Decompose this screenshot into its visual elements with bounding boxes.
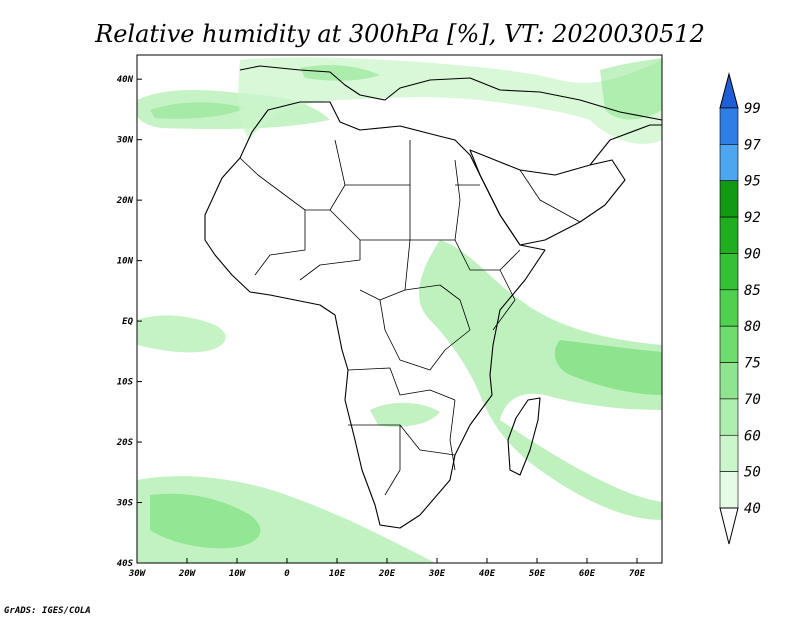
africa-coastline	[204, 101, 546, 529]
border-namibia-botswana	[348, 424, 456, 456]
colorbar-top-arrow	[719, 72, 739, 109]
humidity-core-northeast	[600, 58, 662, 120]
map-panel: 40N 30N 20N 10N EQ 10S 20S 30S 40S 30W 20W 10W 0 10E…	[116, 54, 663, 579]
lon-tick-label: 10E	[329, 569, 346, 579]
border-niger	[299, 209, 361, 281]
lon-tick-label: 20E	[378, 569, 396, 579]
colorbar-label: 75	[744, 356, 761, 372]
humidity-core-east	[554, 340, 662, 395]
persian-coastline	[589, 124, 662, 166]
map-title: Relative humidity at 300hPa [%], VT: 202…	[94, 20, 705, 48]
colorbar-segment	[719, 362, 739, 400]
lat-tick-label: 20N	[116, 196, 134, 206]
lon-tick-label: 20W	[178, 569, 197, 579]
border-somalia-kenya	[492, 269, 516, 331]
arabian-peninsula-coastline	[469, 149, 626, 246]
colorbar-label: 60	[744, 428, 761, 444]
colorbar-segment	[719, 144, 739, 182]
border-car-south-sudan	[404, 284, 471, 331]
colorbar-segment	[719, 180, 739, 218]
border-sahara-west	[239, 139, 346, 211]
border-ethiopia	[454, 239, 521, 271]
lon-tick-label: 60E	[579, 569, 596, 579]
border-congo-basin	[379, 299, 471, 371]
colorbar-label: 85	[744, 283, 761, 299]
humidity-core-northwest	[150, 102, 245, 119]
lon-tick-label: 70E	[629, 569, 646, 579]
border-mozambique	[449, 399, 456, 471]
lon-tick-label: 30E	[428, 569, 446, 579]
lat-tick-label: EQ	[122, 317, 133, 327]
lat-tick-label: 30N	[116, 136, 134, 146]
lon-tick-label: 0	[284, 569, 290, 579]
lat-tick-label: 10N	[117, 257, 134, 267]
colorbar: 99 97 95 92 90 85 80 75 70 60 50 40	[719, 72, 761, 545]
map-frame	[136, 54, 663, 564]
humidity-core-southwest	[150, 493, 261, 549]
colorbar-label: 50	[744, 465, 761, 481]
lat-tick-label: 20S	[116, 438, 134, 448]
madagascar-coastline	[507, 397, 541, 476]
lat-tick-label: 30S	[116, 499, 134, 509]
colorbar-label: 97	[744, 137, 761, 153]
colorbar-bottom-arrow	[719, 507, 739, 545]
colorbar-segment	[719, 107, 739, 145]
colorbar-label: 40	[744, 501, 761, 517]
border-angola-zambia	[347, 367, 456, 401]
europe-coastline	[239, 65, 663, 121]
country-borders	[239, 139, 581, 496]
lon-tick-label: 50E	[529, 569, 546, 579]
colorbar-label: 70	[744, 392, 761, 408]
colorbar-label: 95	[744, 174, 761, 190]
colorbar-label: 92	[744, 210, 761, 226]
humidity-band-east	[419, 240, 662, 520]
colorbar-label: 90	[744, 246, 761, 262]
colorbar-segment	[719, 398, 739, 436]
lat-tick-label: 40S	[117, 559, 134, 569]
humidity-field	[137, 57, 662, 563]
lat-tick-label: 40N	[117, 75, 134, 85]
colorbar-label: 80	[744, 319, 761, 335]
border-arabia-interior	[519, 169, 581, 223]
colorbar-segment	[719, 289, 739, 327]
border-mali	[254, 210, 306, 276]
humidity-band-equatorial-atlantic	[137, 315, 226, 353]
colorbar-segment	[719, 325, 739, 363]
lon-tick-label: 10W	[229, 569, 247, 579]
colorbar-segment	[719, 471, 739, 509]
latitude-axis: 40N 30N 20N 10N EQ 10S 20S 30S 40S	[116, 75, 142, 569]
lon-tick-label: 30W	[128, 569, 147, 579]
colorbar-segment	[719, 216, 739, 254]
lon-tick-label: 40E	[479, 569, 496, 579]
border-botswana-south-africa	[384, 425, 401, 496]
colorbar-label: 99	[744, 101, 761, 117]
lat-tick-label: 10S	[117, 378, 134, 388]
coastlines	[204, 65, 663, 529]
grads-credit: GrADS: IGES/COLA	[4, 606, 91, 616]
colorbar-segment	[719, 434, 739, 472]
humidity-core-north	[300, 65, 380, 81]
longitude-axis: 30W 20W 10W 0 10E 20E 30E 40E 50E 60E 70E	[128, 558, 646, 579]
humidity-core-south-central	[370, 402, 440, 427]
colorbar-segment	[719, 253, 739, 291]
